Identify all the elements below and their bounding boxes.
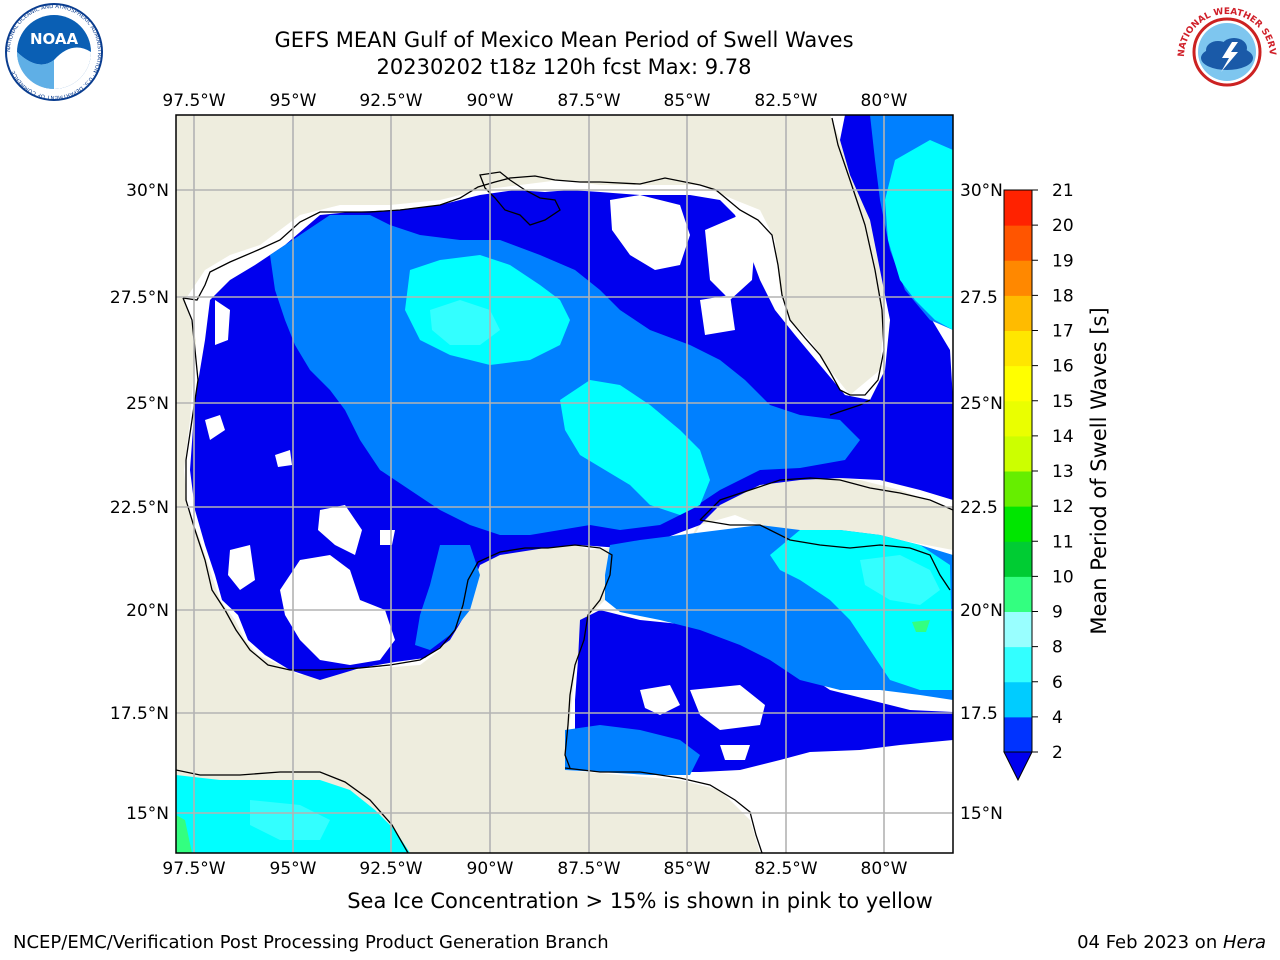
colorbar-swatch xyxy=(1004,330,1032,367)
colorbar-swatch xyxy=(1004,471,1032,507)
colorbar-under-arrow xyxy=(1003,751,1033,782)
colorbar-tick-label: 11 xyxy=(1052,532,1074,552)
lon-label-top: 90°W xyxy=(467,91,514,111)
lon-label-bottom: 90°W xyxy=(467,859,514,879)
colorbar-swatch xyxy=(1004,190,1032,226)
sea-ice-note: Sea Ice Concentration > 15% is shown in … xyxy=(347,889,933,913)
lon-label-top: 87.5°W xyxy=(557,91,620,111)
colorbar-tick-label: 2 xyxy=(1052,743,1063,763)
lat-label-left: 22.5°N xyxy=(110,498,169,518)
colorbar-tick-label: 8 xyxy=(1052,638,1063,658)
lat-label-right: 20°N xyxy=(960,601,1003,621)
lon-label-top: 92.5°W xyxy=(359,91,422,111)
colorbar-tick-label: 16 xyxy=(1052,357,1074,377)
colorbar-swatch xyxy=(1004,400,1032,437)
map-title: GEFS MEAN Gulf of Mexico Mean Period of … xyxy=(274,28,854,52)
swell-band-6-8s-atlantic xyxy=(885,140,953,330)
producer-credit: NCEP/EMC/Verification Post Processing Pr… xyxy=(13,932,609,953)
colorbar: 2 4 6 8 9 10 11 12 13 14 15 16 17 18 19 20 21 xyxy=(1003,181,1074,782)
lat-label-right: 15°N xyxy=(960,804,1003,824)
lon-label-bottom: 87.5°W xyxy=(557,859,620,879)
no-data-holes xyxy=(205,195,830,790)
lat-label-right: 30°N xyxy=(960,181,1003,201)
lat-label-left: 27.5°N xyxy=(110,288,169,308)
colorbar-swatch xyxy=(1004,541,1032,577)
colorbar-tick-label: 15 xyxy=(1052,392,1074,412)
colorbar-tick-label: 17 xyxy=(1052,322,1074,342)
lat-label-left: 17.5°N xyxy=(110,704,169,724)
colorbar-tick-label: 19 xyxy=(1052,251,1074,271)
lat-label-left: 30°N xyxy=(126,181,169,201)
nws-logo: NATIONAL WEATHER SERVICE xyxy=(1176,2,1277,100)
lon-label-bottom: 92.5°W xyxy=(359,859,422,879)
lon-label-top: 82.5°W xyxy=(754,91,817,111)
colorbar-tick-label: 4 xyxy=(1052,708,1063,728)
lon-label-bottom: 95°W xyxy=(270,859,317,879)
colorbar-swatch xyxy=(1004,681,1032,718)
colorbar-swatch xyxy=(1004,716,1032,753)
gridlines xyxy=(176,115,953,853)
colorbar-swatch xyxy=(1004,295,1032,331)
machine-name: Hera xyxy=(1222,932,1266,953)
swell-band-4-6s-honduras xyxy=(565,725,700,775)
colorbar-tick-label: 20 xyxy=(1052,216,1074,236)
colorbar-swatch xyxy=(1004,225,1032,261)
colorbar-tick-label: 9 xyxy=(1052,603,1063,623)
lon-label-bottom: 80°W xyxy=(861,859,908,879)
noaa-logo: NOAA NATIONAL OCEANIC AND ATMOSPHERIC AD… xyxy=(5,3,103,101)
lon-label-top: 80°W xyxy=(861,91,908,111)
lat-label-right: 25°N xyxy=(960,394,1003,414)
date-text: 04 Feb 2023 on xyxy=(1077,932,1223,953)
lon-label-top: 97.5°W xyxy=(162,91,225,111)
colorbar-swatch xyxy=(1004,506,1032,542)
colorbar-tick-label: 13 xyxy=(1052,462,1074,482)
swell-band-4-6s-gulfsouth xyxy=(415,545,480,650)
colorbar-swatch xyxy=(1004,611,1032,648)
map-subtitle: 20230202 t18z 120h fcst Max: 9.78 xyxy=(376,55,752,79)
colorbar-label: Mean Period of Swell Waves [s] xyxy=(1087,307,1111,634)
colorbar-swatch xyxy=(1004,646,1032,683)
swell-band-2-4s-south xyxy=(575,610,953,772)
colorbar-tick-label: 18 xyxy=(1052,286,1074,306)
lat-label-right: 22.5 xyxy=(960,498,998,518)
noaa-logo-text: NOAA xyxy=(30,30,79,48)
lat-label-left: 25°N xyxy=(126,394,169,414)
colorbar-tick-label: 14 xyxy=(1052,427,1074,447)
lat-label-left: 20°N xyxy=(126,601,169,621)
colorbar-tick-label: 10 xyxy=(1052,567,1074,587)
coastlines xyxy=(176,117,953,853)
colorbar-tick-label: 12 xyxy=(1052,497,1074,517)
lon-label-top: 95°W xyxy=(270,91,317,111)
swell-band-6-8s-yucatan xyxy=(560,380,710,515)
colorbar-swatch xyxy=(1004,365,1032,402)
colorbar-swatch xyxy=(1004,576,1032,612)
colorbar-tick-label: 21 xyxy=(1052,181,1074,201)
map-frame xyxy=(175,114,954,854)
lat-label-right: 27.5 xyxy=(960,288,998,308)
lat-label-left: 15°N xyxy=(126,804,169,824)
lon-label-bottom: 97.5°W xyxy=(162,859,225,879)
lon-label-bottom: 85°W xyxy=(664,859,711,879)
colorbar-swatch xyxy=(1004,260,1032,296)
lat-label-right: 17.5 xyxy=(960,704,998,724)
colorbar-tick-label: 6 xyxy=(1052,673,1063,693)
lon-label-top: 85°W xyxy=(664,91,711,111)
generation-date: 04 Feb 2023 on Hera xyxy=(1077,932,1266,953)
lon-label-bottom: 82.5°W xyxy=(754,859,817,879)
colorbar-swatch xyxy=(1004,435,1032,472)
